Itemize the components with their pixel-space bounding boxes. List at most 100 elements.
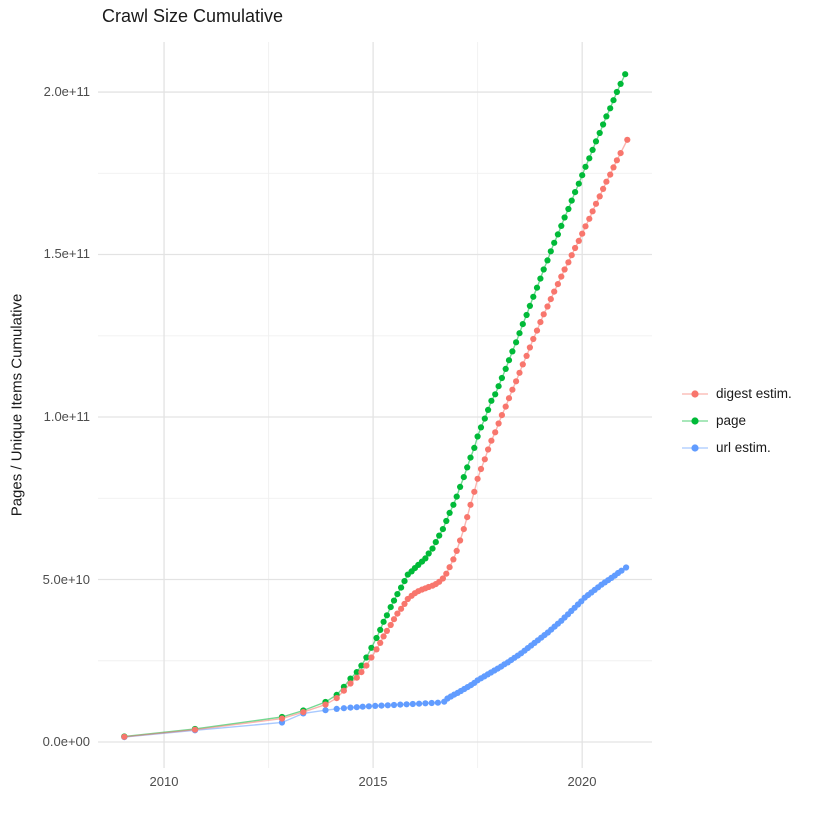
data-point	[453, 493, 460, 500]
data-point	[425, 550, 432, 557]
data-point	[622, 71, 629, 78]
data-point	[394, 610, 401, 617]
data-point	[464, 464, 471, 471]
data-point	[409, 700, 416, 708]
data-point	[428, 699, 435, 707]
data-point	[582, 223, 589, 230]
data-point	[347, 675, 354, 682]
data-point	[568, 252, 575, 259]
data-point	[365, 703, 372, 710]
data-point	[568, 197, 575, 204]
data-point	[397, 701, 404, 708]
data-point	[380, 618, 387, 625]
data-point	[460, 526, 467, 533]
data-point	[347, 680, 354, 687]
data-point	[481, 415, 488, 422]
data-point	[358, 662, 365, 669]
y-tick-label-1e11: 1.0e+11	[43, 409, 90, 424]
legend-item-page: page	[682, 407, 792, 434]
data-point	[600, 185, 607, 192]
data-point	[516, 369, 523, 376]
gridlines-major	[98, 42, 652, 768]
data-point	[403, 701, 410, 708]
data-point	[519, 321, 526, 328]
data-point	[530, 335, 537, 343]
data-point	[432, 539, 439, 546]
data-point	[572, 189, 579, 196]
data-point	[624, 136, 631, 143]
data-point	[603, 113, 610, 120]
data-point	[387, 604, 394, 611]
data-point	[572, 244, 579, 252]
x-tick-label-2015: 2015	[358, 774, 388, 789]
data-point	[359, 703, 366, 710]
data-point	[443, 517, 450, 525]
data-point	[464, 514, 471, 521]
legend-item-url-estim: url estim.	[682, 434, 792, 461]
x-tick-label-2010: 2010	[149, 774, 179, 789]
data-point	[582, 163, 589, 170]
data-point	[526, 344, 534, 351]
y-tick-label-1_5e11: 1.5e+11	[43, 246, 90, 261]
data-point	[450, 556, 457, 563]
data-point	[422, 700, 429, 707]
legend-key-point-icon	[682, 389, 708, 398]
data-point	[575, 237, 582, 244]
data-point	[607, 171, 614, 178]
data-point	[439, 526, 446, 533]
data-point	[558, 273, 565, 280]
data-point	[358, 669, 365, 676]
data-point	[516, 330, 523, 337]
data-point	[592, 138, 600, 145]
x-tick-label-2020: 2020	[567, 774, 597, 789]
data-point	[523, 311, 530, 319]
data-point	[565, 259, 572, 266]
data-point	[278, 715, 286, 722]
data-point	[353, 674, 360, 681]
data-point	[537, 319, 544, 326]
data-point	[589, 146, 596, 153]
data-point	[561, 214, 568, 221]
data-point	[498, 374, 505, 382]
data-point	[488, 397, 495, 404]
data-point	[551, 239, 558, 246]
data-point	[509, 348, 516, 355]
data-point	[495, 383, 502, 390]
data-point	[530, 293, 537, 300]
data-point	[446, 564, 453, 571]
data-point	[363, 654, 370, 661]
data-point	[333, 695, 340, 702]
data-point	[519, 361, 526, 368]
data-point	[436, 532, 443, 539]
data-point	[422, 555, 429, 562]
data-point	[554, 231, 562, 238]
data-point	[509, 386, 516, 393]
data-point	[613, 88, 621, 96]
data-point	[547, 296, 554, 303]
data-point	[390, 597, 398, 604]
data-point	[383, 627, 390, 635]
data-point	[488, 437, 495, 444]
series-url-estim	[121, 564, 630, 741]
data-point	[434, 699, 441, 706]
gridlines-minor	[98, 42, 652, 768]
data-point	[551, 288, 558, 295]
data-point	[495, 420, 502, 427]
data-point	[368, 654, 375, 661]
data-point	[368, 644, 375, 651]
data-point	[544, 257, 551, 264]
data-point	[502, 403, 509, 410]
data-point	[579, 172, 586, 179]
data-point	[523, 352, 530, 359]
data-point	[586, 215, 593, 222]
data-point	[474, 433, 481, 440]
data-point	[333, 705, 340, 713]
data-point	[492, 391, 499, 398]
legend: digest estim. page url estim.	[682, 380, 792, 461]
data-point	[416, 700, 423, 707]
data-point	[554, 281, 562, 288]
data-point	[373, 634, 380, 642]
data-point	[513, 339, 520, 346]
data-point	[575, 180, 582, 187]
